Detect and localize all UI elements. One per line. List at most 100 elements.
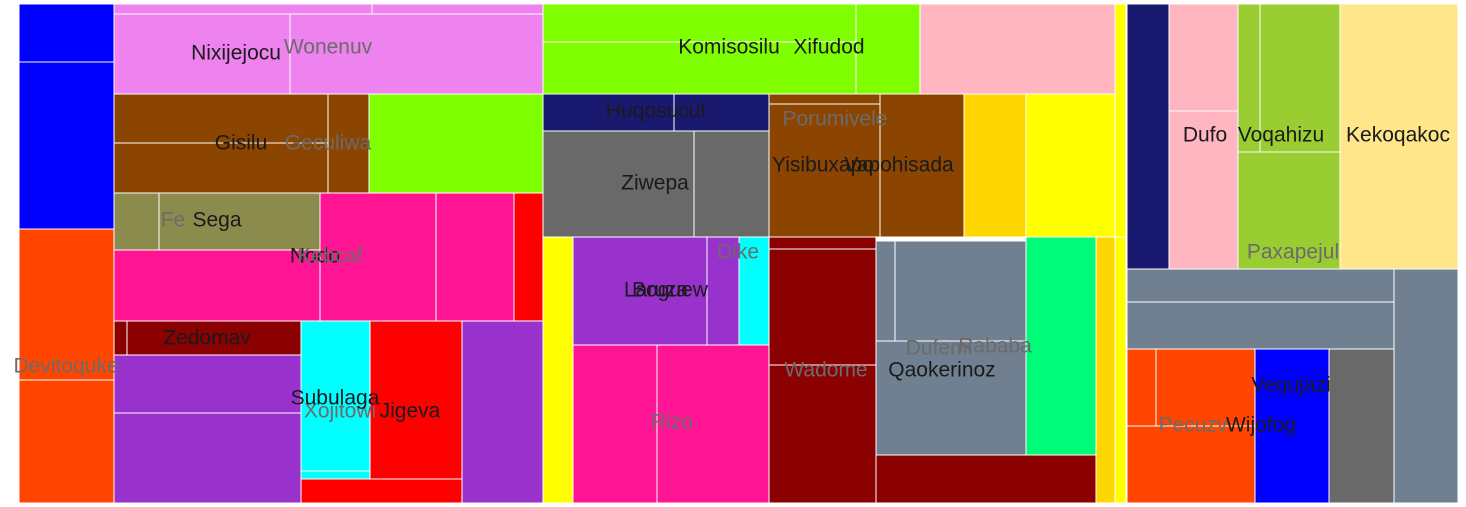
treemap-tile-xifudod bbox=[855, 3, 921, 95]
treemap-label-nixijejocu: Nixijejocu bbox=[191, 42, 281, 65]
treemap-tile bbox=[1126, 301, 1395, 350]
treemap-label-devitoquke: Devitoquke bbox=[13, 355, 118, 378]
treemap-tile-zedomav bbox=[126, 320, 302, 356]
treemap-label-geculiwa: Geculiwa bbox=[285, 132, 372, 155]
treemap-label-ziwepa: Ziwepa bbox=[621, 172, 689, 195]
treemap-tile-pecuzv bbox=[1126, 425, 1256, 504]
treemap-tile-porumivele bbox=[768, 93, 881, 105]
treemap-tile bbox=[113, 412, 302, 504]
treemap-label-vapohisada: Vapohisada bbox=[844, 154, 954, 177]
treemap-label-fe: Fe bbox=[161, 209, 186, 232]
treemap-tile bbox=[572, 344, 658, 504]
treemap-tile-sega bbox=[158, 192, 321, 251]
treemap-tile-dufemi bbox=[894, 240, 1027, 342]
treemap-label-wonenuv: Wonenuv bbox=[284, 36, 373, 59]
treemap-label-xifudod: Xifudod bbox=[793, 36, 864, 59]
treemap-tile bbox=[368, 93, 544, 194]
treemap-tile bbox=[919, 3, 1116, 95]
treemap-tile-xojitowi bbox=[300, 320, 371, 472]
treemap-tile bbox=[1155, 348, 1256, 427]
treemap-label-zedomav: Zedomav bbox=[163, 327, 251, 350]
treemap-tile bbox=[300, 470, 371, 480]
treemap-label-boguew: Boguew bbox=[632, 279, 709, 302]
treemap-tile-wadome bbox=[768, 364, 877, 504]
treemap-label-kekoqakoc: Kekoqakoc bbox=[1346, 124, 1450, 147]
treemap-tile-rizo bbox=[656, 344, 770, 504]
treemap-tile bbox=[1126, 348, 1157, 427]
treemap-tile-nodo bbox=[113, 249, 321, 322]
treemap-tile-dufo bbox=[1168, 110, 1239, 270]
treemap-tile-rababa bbox=[1025, 236, 1097, 456]
treemap-label-dufo: Dufo bbox=[1183, 124, 1227, 147]
treemap-tile bbox=[768, 236, 877, 250]
treemap-label-kebcaf: Kebcaf bbox=[297, 245, 363, 268]
treemap-label-laruza: Laruza bbox=[624, 279, 689, 302]
treemap-tile bbox=[1114, 236, 1127, 504]
treemap-tile bbox=[1126, 3, 1170, 270]
treemap-tile-qaokerinoz bbox=[875, 340, 1027, 456]
treemap-tile-devitoquke bbox=[18, 379, 115, 504]
treemap-tile bbox=[963, 93, 1027, 238]
treemap-label-rababa: Rababa bbox=[958, 335, 1032, 358]
treemap-label-subulaga: Subulaga bbox=[291, 387, 380, 410]
treemap-tile-fe bbox=[113, 192, 160, 251]
treemap-label-gisilu: Gisilu bbox=[215, 132, 268, 155]
treemap-tile-wijofog bbox=[1254, 348, 1330, 504]
treemap-label-qaokerinoz: Qaokerinoz bbox=[888, 359, 995, 382]
treemap-tile bbox=[461, 320, 544, 504]
treemap-tile-vapohisada bbox=[879, 93, 965, 238]
treemap-tile-nixijejocu bbox=[113, 13, 291, 95]
treemap-tile-boguew bbox=[706, 236, 740, 346]
treemap-tile bbox=[113, 3, 373, 15]
treemap-label-xojitowi: Xojitowi bbox=[304, 400, 376, 423]
treemap-tile bbox=[542, 236, 574, 504]
treemap-tile bbox=[875, 240, 896, 342]
treemap-tile bbox=[673, 93, 770, 132]
treemap-tile bbox=[1168, 3, 1239, 112]
treemap-tile bbox=[768, 248, 877, 366]
treemap-label-sega: Sega bbox=[192, 209, 241, 232]
treemap-tile bbox=[18, 3, 115, 63]
treemap-label-komisosilu: Komisosilu bbox=[678, 36, 780, 59]
treemap-tile bbox=[1095, 236, 1116, 504]
treemap-tile bbox=[371, 3, 544, 15]
treemap-tile-kekoqakoc bbox=[1339, 3, 1459, 270]
treemap-label-jigeva: Jigeva bbox=[380, 400, 441, 423]
treemap-tile-yisibuxapo bbox=[768, 103, 881, 238]
treemap-label-dike: Dike bbox=[717, 241, 759, 264]
treemap-tile bbox=[1126, 268, 1395, 303]
treemap-tile-komisosilu bbox=[542, 41, 857, 95]
treemap-label-porumivele: Porumivele bbox=[782, 108, 887, 131]
treemap-tile bbox=[113, 320, 128, 356]
treemap-label-yisibuxapo: Yisibuxapo bbox=[772, 154, 874, 177]
treemap-tile bbox=[300, 478, 463, 504]
treemap-tile-kebcaf bbox=[319, 192, 437, 322]
treemap-label-voqahizu: Voqahizu bbox=[1238, 124, 1324, 147]
treemap-tile-vequjazi bbox=[1328, 348, 1395, 504]
treemap-label-huqosucut: Huqosucut bbox=[606, 100, 707, 123]
treemap-tile-paxapejul bbox=[1237, 151, 1341, 270]
treemap-label-vequjazi: Vequjazi bbox=[1251, 374, 1330, 397]
treemap-label-dufemi: Dufemi bbox=[906, 337, 973, 360]
treemap-label-wijofog: Wijofog bbox=[1226, 414, 1296, 437]
treemap-labels: Devitoquke Nixijejocu Wonenuv Gisilu Geculiw… bbox=[13, 36, 1449, 437]
treemap-label-nodo: Nodo bbox=[290, 245, 340, 268]
treemap-label-wadome: Wadome bbox=[784, 359, 867, 382]
treemap-label-paxapejul: Paxapejul bbox=[1247, 241, 1339, 264]
treemap-tile bbox=[875, 454, 1097, 504]
treemap-tiles bbox=[18, 3, 1459, 504]
treemap-tile bbox=[113, 354, 302, 414]
treemap-tile bbox=[435, 192, 515, 322]
treemap-tile bbox=[693, 130, 770, 239]
treemap-tile bbox=[18, 228, 115, 381]
treemap-label-pecuzv: Pecuzv bbox=[1159, 414, 1228, 437]
treemap-tile bbox=[18, 61, 115, 230]
treemap-tile-wonenuv bbox=[289, 13, 544, 95]
treemap-label-rizo: Rizo bbox=[651, 411, 693, 434]
treemap-tile bbox=[513, 192, 544, 322]
treemap-tile bbox=[1393, 268, 1459, 504]
treemap-tile bbox=[1025, 93, 1116, 238]
treemap-tile-jigeva bbox=[369, 320, 463, 480]
treemap-tile bbox=[1114, 3, 1127, 238]
